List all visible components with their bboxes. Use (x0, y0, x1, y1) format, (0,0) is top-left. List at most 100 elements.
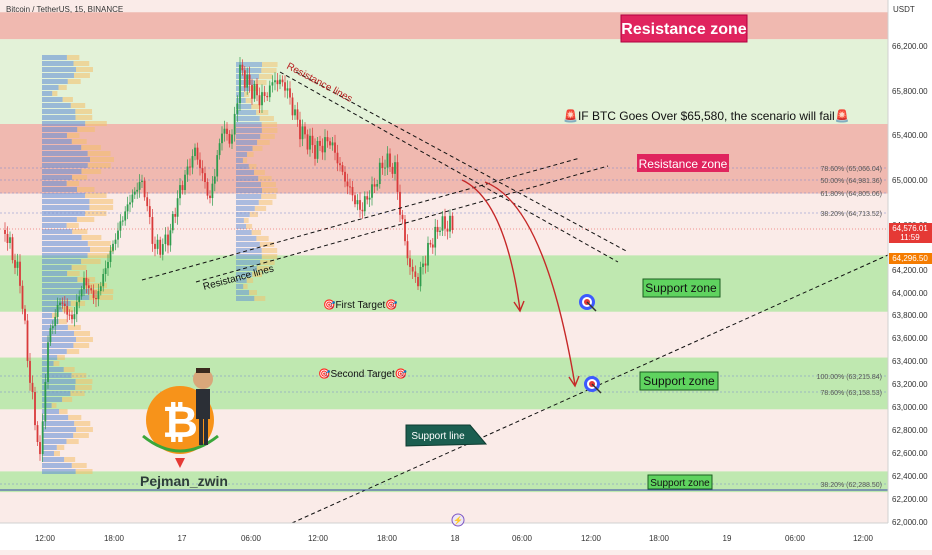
svg-text:Resistance zone: Resistance zone (639, 157, 728, 171)
volume-bar (42, 229, 73, 234)
svg-text:Support zone: Support zone (643, 374, 715, 388)
candle-body (271, 82, 274, 86)
volume-bar-sell (71, 463, 87, 468)
candle-body (41, 421, 44, 455)
support-zone-label-2[interactable]: Support zone (639, 371, 719, 391)
volume-bar (42, 469, 76, 474)
volume-bar-sell (260, 134, 275, 139)
volume-bar-sell (259, 116, 274, 121)
volume-bar-sell (75, 379, 93, 384)
volume-bar (42, 199, 90, 204)
volume-bar (236, 128, 262, 133)
candle-body (189, 166, 191, 168)
candle-body (80, 289, 83, 297)
candle-body (406, 241, 409, 259)
target-icon-1 (579, 294, 597, 312)
volume-bar (236, 254, 262, 259)
y-tick-label: 62,600.00 (892, 449, 928, 458)
volume-bar-sell (89, 157, 114, 162)
volume-bar-sell (75, 115, 93, 120)
svg-text:Support line: Support line (411, 431, 465, 442)
candle-body (429, 242, 432, 245)
support-line-label[interactable]: Support line (405, 424, 488, 447)
candle-body (114, 239, 117, 244)
volume-bar (42, 109, 76, 114)
candle-body (444, 216, 446, 229)
x-axis-panel (0, 523, 932, 550)
volume-bar (236, 68, 262, 73)
volume-bar-sell (261, 128, 278, 133)
volume-bar (42, 271, 68, 276)
candle-body (179, 185, 181, 199)
candle-body (341, 165, 344, 172)
volume-bar-sell (67, 79, 81, 84)
x-tick-label: 18:00 (377, 534, 398, 543)
zone-resistance-1 (0, 124, 888, 194)
candle-body (226, 128, 228, 134)
candle-body (319, 140, 321, 146)
candle-body (184, 174, 186, 191)
projection-arrow-2-head (568, 375, 580, 388)
candle-body (306, 134, 309, 150)
candle-body (39, 442, 41, 455)
candle-body (253, 84, 256, 99)
candle-body (371, 184, 373, 198)
candle-body (92, 290, 95, 299)
candle-body (304, 126, 306, 135)
candle-body (54, 316, 57, 327)
candle-body (276, 80, 279, 85)
candle-body (363, 196, 366, 212)
candle-body (409, 258, 411, 267)
volume-bar-sell (258, 74, 273, 79)
volume-bar (42, 223, 67, 228)
volume-bar (42, 427, 76, 432)
volume-bar-sell (53, 451, 60, 456)
candle-body (231, 134, 233, 144)
candle-body (11, 237, 14, 261)
candle-body (401, 214, 404, 220)
volume-bar-sell (66, 55, 80, 60)
volume-bar-sell (261, 248, 278, 253)
candle-body (404, 219, 406, 242)
candle-body (73, 314, 76, 320)
volume-bar-sell (57, 355, 65, 360)
fib-label: 38.20% (62,288.50) (821, 482, 883, 489)
author-name: Pejman_zwin (140, 473, 228, 489)
candle-body (151, 217, 154, 244)
zone-resistance-0 (0, 12, 888, 40)
volume-bar-sell (81, 169, 102, 174)
candle-body (373, 184, 376, 187)
volume-bar-sell (81, 145, 101, 150)
support-zone-label-1[interactable]: Support zone (642, 278, 721, 298)
candle-body (221, 133, 223, 144)
candle-body (196, 147, 199, 160)
volume-bar (42, 295, 90, 300)
first-target-label: 🎯First Target🎯 (323, 299, 398, 311)
volume-bar-sell (52, 91, 58, 96)
support-line (291, 254, 889, 524)
volume-bar (42, 103, 71, 108)
volume-bar-sell (67, 271, 80, 276)
volume-bar-sell (256, 266, 270, 271)
zone-support-3 (0, 357, 888, 410)
resistance-zone-label-mid[interactable]: Resistance zone (637, 154, 729, 172)
candle-body (159, 239, 162, 255)
volume-bar (42, 265, 72, 270)
volume-bar-sell (73, 61, 90, 66)
support-zone-label-3[interactable]: Support zone (647, 474, 713, 490)
volume-bar (42, 457, 65, 462)
volume-bar (42, 343, 74, 348)
candle-body (279, 79, 281, 85)
volume-bar-sell (64, 457, 76, 462)
volume-bar-sell (87, 253, 111, 258)
volume-bar (236, 134, 261, 139)
volume-bar-sell (62, 397, 73, 402)
candle-body (26, 320, 29, 361)
resistance-zone-label-top[interactable]: Resistance zone (620, 14, 748, 43)
volume-bar (42, 373, 72, 378)
lightning-icon[interactable]: ⚡ (451, 513, 465, 527)
candle-body (419, 267, 422, 287)
candle-body (294, 109, 296, 116)
volume-bar (236, 110, 257, 115)
